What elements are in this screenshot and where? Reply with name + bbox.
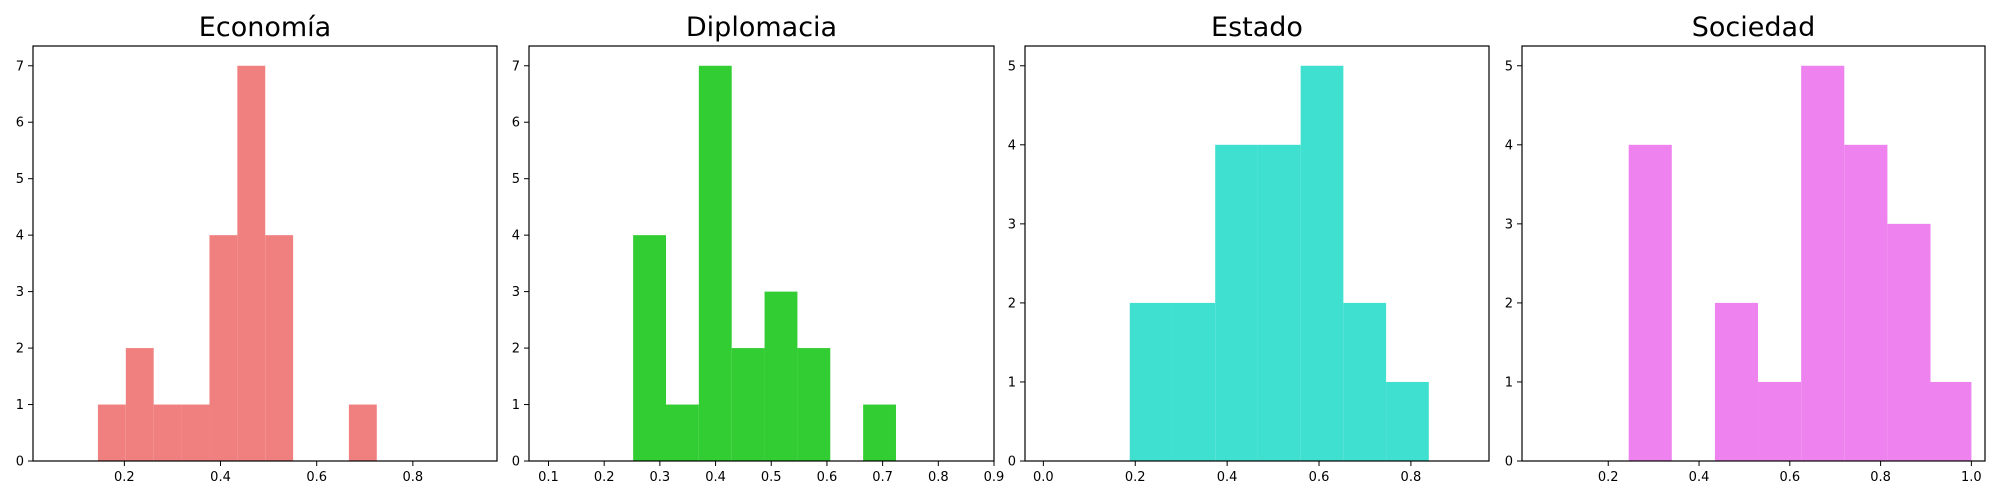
x-tick-label: 0.4 <box>1217 470 1238 485</box>
axes-frame <box>528 45 995 462</box>
y-tick-label: 3 <box>512 285 520 300</box>
chart-panel: 0.0 0.2 0.4 0.6 0.8 0 1 2 3 4 5 Estado <box>1008 12 1490 485</box>
y-tick-label: 1 <box>512 398 520 413</box>
histogram-bar <box>265 235 294 461</box>
histogram-bar <box>1386 381 1429 461</box>
x-tick-label: 0.8 <box>1401 470 1422 485</box>
chart-title: Estado <box>1211 12 1303 43</box>
x-tick-label: 0.9 <box>984 470 1005 485</box>
histogram-bar <box>698 65 732 461</box>
x-tick-label: 0.4 <box>705 470 726 485</box>
y-tick-label: 3 <box>1008 217 1016 232</box>
x-tick-label: 0.6 <box>1779 470 1800 485</box>
axes-frame <box>1024 45 1490 462</box>
y-tick-label: 6 <box>512 116 520 131</box>
histogram-bar <box>125 348 154 461</box>
y-tick-label: 4 <box>1505 138 1513 153</box>
histogram-bar <box>153 404 182 461</box>
histogram-bar <box>1129 302 1173 461</box>
axes-frame <box>32 45 498 462</box>
histogram-bar <box>1801 65 1845 461</box>
histogram-bar <box>1257 144 1301 462</box>
histogram-bar <box>348 404 377 461</box>
histogram-bar <box>181 404 210 461</box>
y-tick-label: 0 <box>16 455 24 470</box>
y-tick-label: 5 <box>1008 59 1016 74</box>
histogram-bar <box>1844 144 1888 462</box>
y-tick-label: 1 <box>16 398 24 413</box>
y-tick-label: 0 <box>1008 455 1016 470</box>
y-tick-label: 3 <box>16 285 24 300</box>
y-tick-label: 5 <box>1505 59 1513 74</box>
x-tick-label: 0.4 <box>1689 470 1710 485</box>
y-tick-label: 6 <box>16 116 24 131</box>
histogram-bar <box>1887 223 1931 461</box>
histogram-bar <box>237 65 266 461</box>
x-tick-label: 0.2 <box>114 470 135 485</box>
histogram-bar <box>1628 144 1672 462</box>
x-tick-label: 0.1 <box>538 470 559 485</box>
y-tick-label: 4 <box>512 229 520 244</box>
histogram-bar <box>1343 302 1387 461</box>
chart-panel: 0.2 0.4 0.6 0.8 0 1 2 3 4 5 6 7 Economía <box>16 12 498 485</box>
x-tick-label: 0.6 <box>1309 470 1330 485</box>
chart-panel: 0.2 0.4 0.6 0.8 1.0 0 1 2 3 4 5 Sociedad <box>1505 12 1986 485</box>
y-tick-label: 7 <box>512 59 520 74</box>
histogram-bar <box>1300 65 1344 461</box>
histogram-bar <box>1714 302 1759 461</box>
histogram-bar <box>764 291 798 461</box>
histogram-bar <box>1930 381 1972 461</box>
y-tick-label: 2 <box>1008 296 1016 311</box>
y-tick-label: 1 <box>1505 375 1513 390</box>
x-tick-label: 1.0 <box>1961 470 1982 485</box>
histogram-bar <box>633 235 666 461</box>
histogram-bar <box>1215 144 1258 462</box>
x-tick-label: 0.8 <box>403 470 424 485</box>
x-tick-label: 0.4 <box>210 470 231 485</box>
y-tick-label: 2 <box>512 342 520 357</box>
y-tick-label: 2 <box>16 342 24 357</box>
axes-frame <box>1521 45 1986 462</box>
y-tick-label: 0 <box>1505 455 1513 470</box>
y-tick-label: 0 <box>512 455 520 470</box>
histogram-bar <box>1758 381 1802 461</box>
y-tick-label: 4 <box>1008 138 1016 153</box>
histogram-bar <box>665 404 699 461</box>
x-tick-label: 0.7 <box>872 470 893 485</box>
y-tick-label: 7 <box>16 59 24 74</box>
histogram-bar <box>209 235 238 461</box>
y-tick-label: 3 <box>1505 217 1513 232</box>
x-tick-label: 0.6 <box>306 470 327 485</box>
y-tick-label: 2 <box>1505 296 1513 311</box>
chart-title: Sociedad <box>1692 12 1815 43</box>
histogram-bar <box>797 348 831 461</box>
histogram-bar <box>97 404 126 461</box>
x-tick-label: 0.8 <box>1870 470 1891 485</box>
x-tick-label: 0.6 <box>817 470 838 485</box>
histogram-bar <box>1172 302 1216 461</box>
x-tick-label: 0.3 <box>650 470 671 485</box>
histogram-bar <box>731 348 765 461</box>
y-tick-label: 5 <box>512 172 520 187</box>
x-tick-label: 0.2 <box>594 470 615 485</box>
y-tick-label: 5 <box>16 172 24 187</box>
y-tick-label: 1 <box>1008 375 1016 390</box>
x-tick-label: 0.8 <box>928 470 949 485</box>
x-tick-label: 0.2 <box>1598 470 1619 485</box>
y-tick-label: 4 <box>16 229 24 244</box>
x-tick-label: 0.0 <box>1033 470 1054 485</box>
histogram-bar <box>863 404 896 461</box>
x-tick-label: 0.5 <box>761 470 782 485</box>
x-tick-label: 0.2 <box>1125 470 1146 485</box>
chart-panel: 0.1 0.2 0.3 0.4 0.5 0.6 0.7 0.8 0.9 0 1 2 3 4 5 6 7 Diplo… <box>512 12 1005 485</box>
chart-title: Diplomacia <box>686 12 837 43</box>
chart-title: Economía <box>199 12 331 43</box>
